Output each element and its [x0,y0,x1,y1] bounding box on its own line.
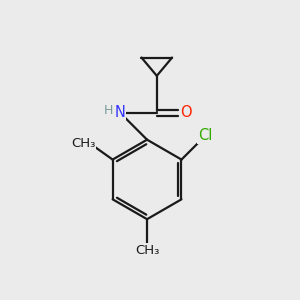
Text: Cl: Cl [198,128,212,143]
Text: N: N [115,105,125,120]
Text: CH₃: CH₃ [71,137,95,150]
Text: H: H [104,104,113,117]
Text: O: O [180,105,192,120]
Text: CH₃: CH₃ [135,244,159,256]
